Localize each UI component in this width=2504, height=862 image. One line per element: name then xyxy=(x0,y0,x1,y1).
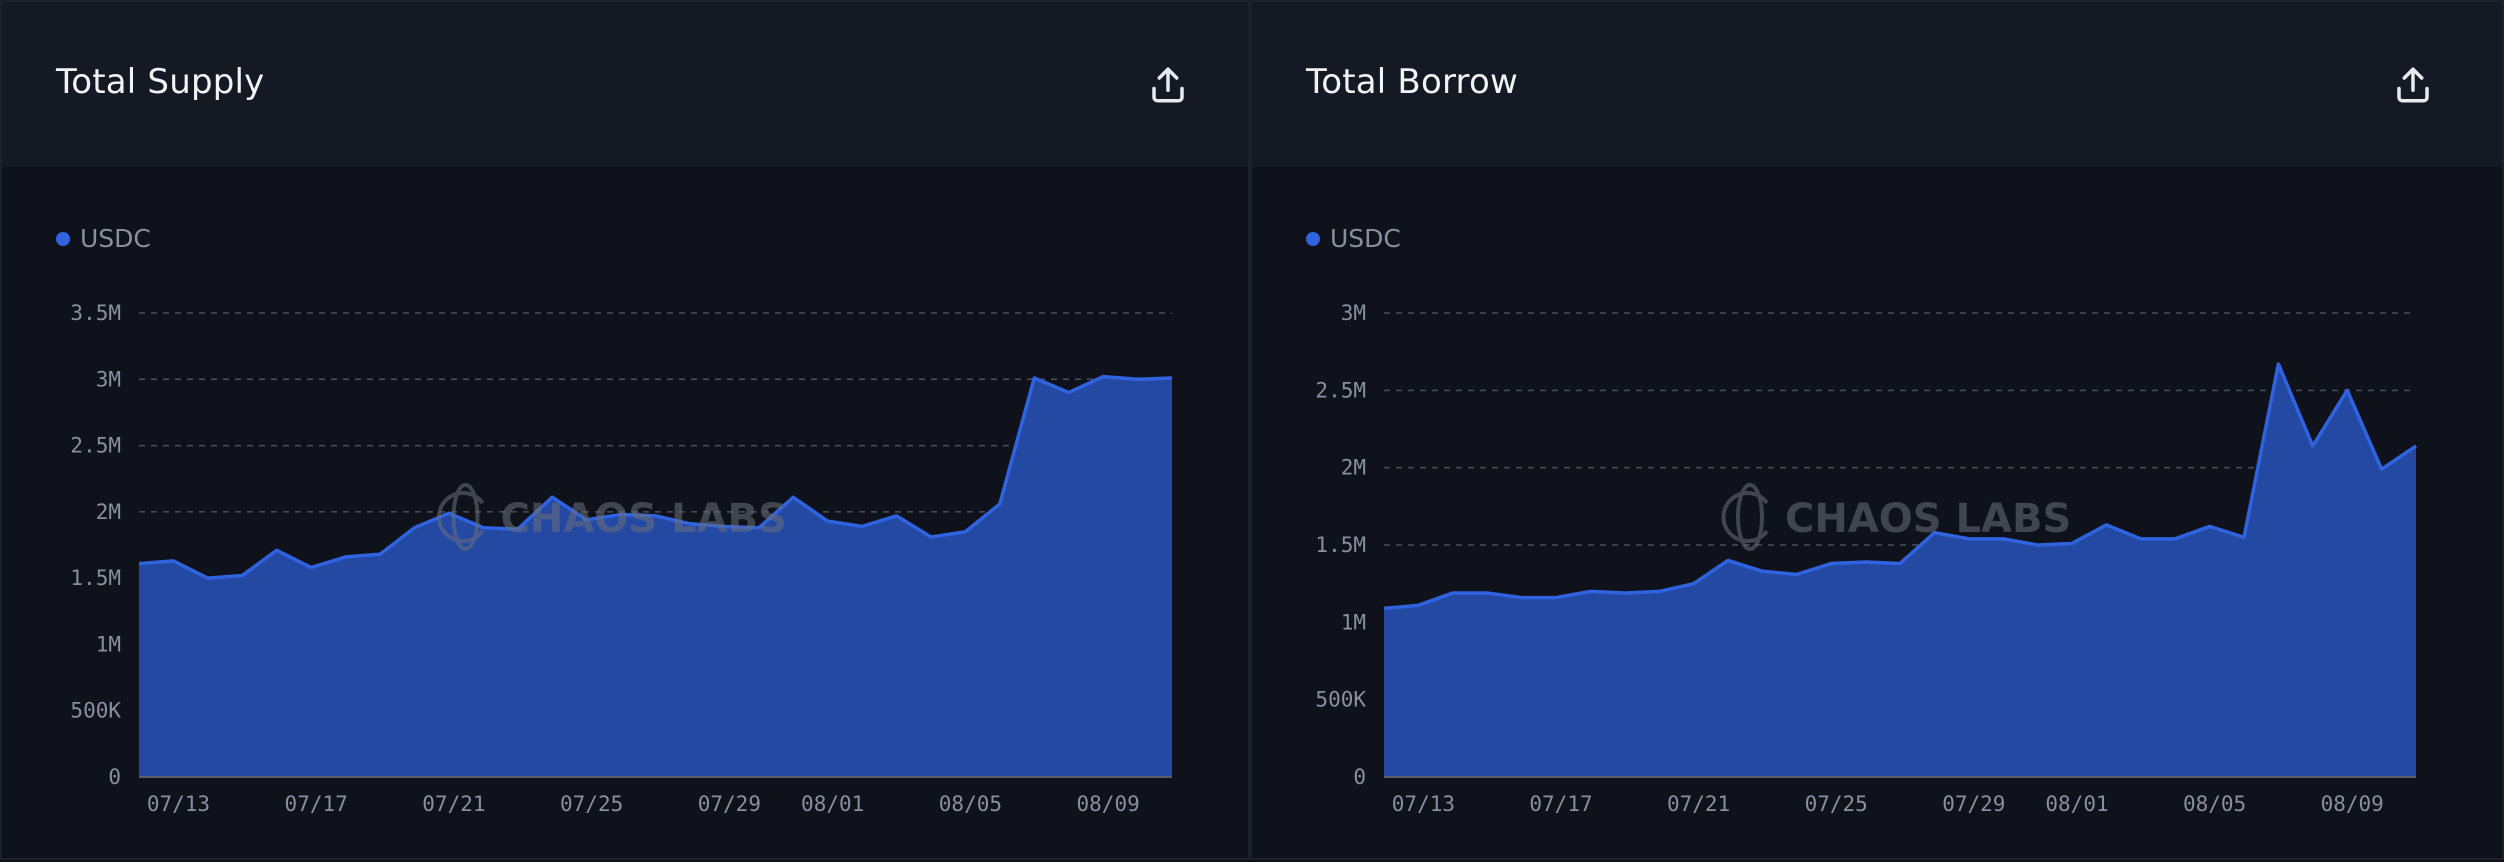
area-fill xyxy=(1384,364,2416,777)
x-tick-label: 08/05 xyxy=(939,792,1002,816)
y-tick-label: 2.5M xyxy=(1315,378,1366,402)
area-fill xyxy=(139,376,1172,777)
y-tick-label: 3.5M xyxy=(70,301,121,325)
x-tick-label: 07/17 xyxy=(1529,792,1592,816)
watermark-text: CHAOS LABS xyxy=(1785,496,2071,542)
x-tick-label: 07/21 xyxy=(1667,792,1730,816)
legend-label: USDC xyxy=(1330,224,1401,253)
series-line xyxy=(1383,362,2417,611)
supply-chart[interactable]: 0 500K 1M 1.5M 2M 2.5M 3M 3.5M 07/13 07/17 07/21 07… xyxy=(2,2,1252,862)
x-tick-label: 07/13 xyxy=(1392,792,1455,816)
chaos-labs-logo-icon xyxy=(437,483,485,551)
legend-dot-icon xyxy=(1306,231,1320,246)
legend-dot-icon xyxy=(56,231,70,246)
x-tick-label: 07/25 xyxy=(1805,792,1868,816)
total-borrow-panel: Total Borrow USDC 0 500K 1M 1.5M 2M 2.5M 3M 07/… xyxy=(1250,0,2504,860)
export-icon[interactable] xyxy=(1147,64,1189,106)
x-tick-label: 08/01 xyxy=(2045,792,2108,816)
y-tick-label: 2M xyxy=(96,500,121,524)
x-tick-label: 07/17 xyxy=(285,792,348,816)
x-tick-label: 07/29 xyxy=(698,792,761,816)
x-tick-label: 07/21 xyxy=(422,792,485,816)
x-tick-label: 08/05 xyxy=(2183,792,2246,816)
panel-header: Total Borrow xyxy=(1252,2,2502,167)
panel-title: Total Borrow xyxy=(1306,62,1518,102)
x-tick-label: 07/29 xyxy=(1942,792,2005,816)
x-tick-label: 08/09 xyxy=(2321,792,2384,816)
chaos-labs-logo-icon xyxy=(1721,483,1769,551)
y-tick-label: 1M xyxy=(96,632,121,656)
y-tick-label: 2M xyxy=(1341,456,1366,480)
x-tick-label: 07/25 xyxy=(560,792,623,816)
y-tick-label: 1.5M xyxy=(70,566,121,590)
watermark-text: CHAOS LABS xyxy=(501,496,787,542)
total-supply-panel: Total Supply USDC 0 500K 1M 1.5M 2M 2.5M 3M 3.5… xyxy=(0,0,1250,860)
legend[interactable]: USDC xyxy=(1306,224,1401,253)
legend[interactable]: USDC xyxy=(56,224,151,253)
x-tick-label: 08/09 xyxy=(1077,792,1140,816)
borrow-chart[interactable]: 0 500K 1M 1.5M 2M 2.5M 3M 07/13 07/17 07/21 07/25 0… xyxy=(1252,2,2504,862)
y-tick-label: 3M xyxy=(96,367,121,391)
x-tick-label: 07/13 xyxy=(147,792,210,816)
panel-title: Total Supply xyxy=(56,62,265,102)
y-tick-label: 0 xyxy=(1353,765,1366,789)
panel-header: Total Supply xyxy=(2,2,1248,167)
y-tick-label: 500K xyxy=(70,699,121,723)
y-tick-label: 2.5M xyxy=(70,434,121,458)
y-tick-label: 1M xyxy=(1341,610,1366,634)
y-tick-label: 3M xyxy=(1341,301,1366,325)
y-tick-label: 1.5M xyxy=(1315,533,1366,557)
y-tick-label: 500K xyxy=(1315,688,1366,712)
x-tick-label: 08/01 xyxy=(801,792,864,816)
series-line xyxy=(138,374,1173,580)
export-icon[interactable] xyxy=(2392,64,2434,106)
y-tick-label: 0 xyxy=(108,765,121,789)
legend-label: USDC xyxy=(80,224,151,253)
